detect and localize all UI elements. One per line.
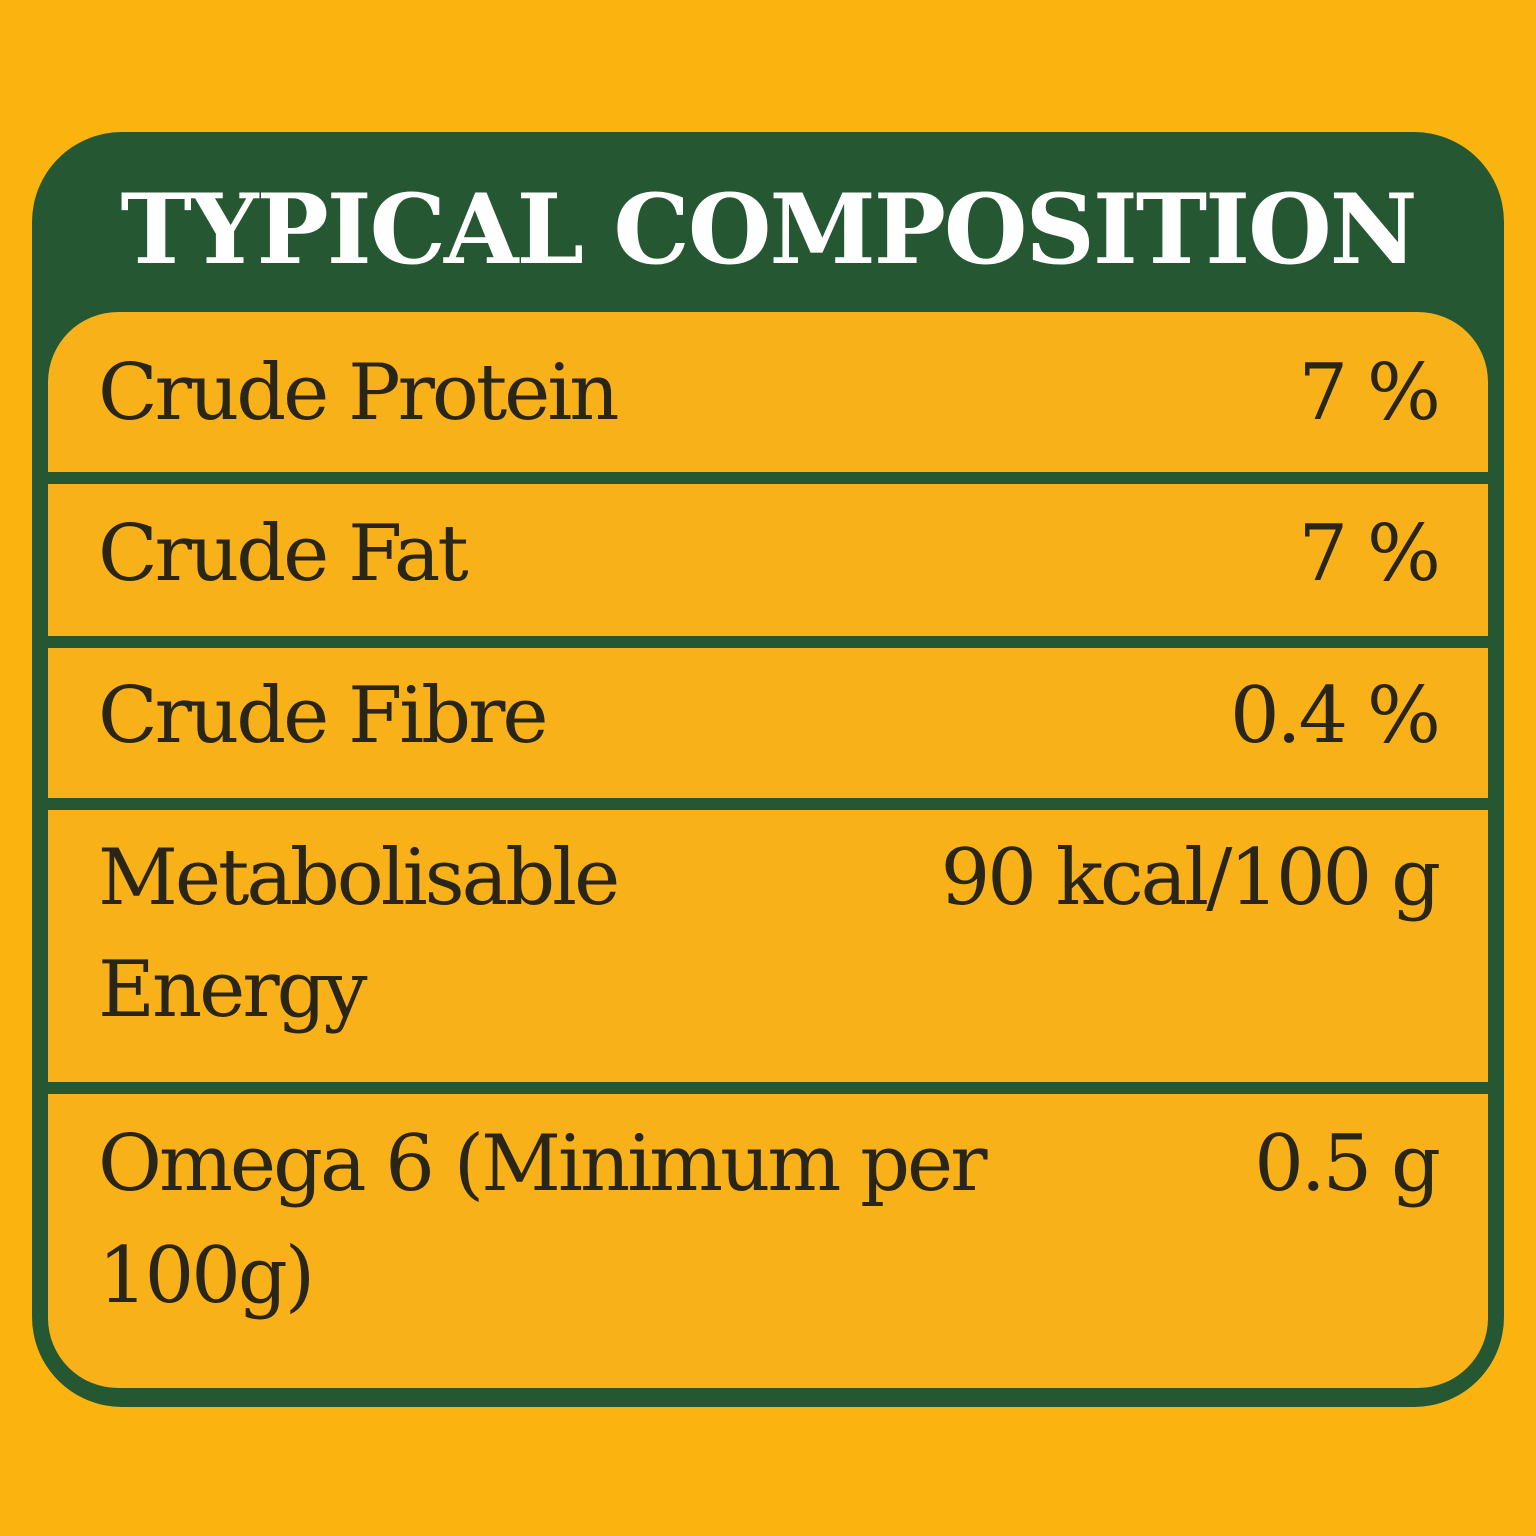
row: Metabolisable Energy 90 kcal/100 g — [48, 810, 1488, 1082]
nutrient-value: 7 % — [1298, 348, 1441, 438]
row: Crude Fat 7 % — [48, 484, 1488, 636]
row-separator — [48, 636, 1488, 648]
nutrient-value: 7 % — [1298, 509, 1441, 599]
nutrient-label: Crude Protein — [98, 348, 620, 438]
title: TYPICAL COMPOSITION — [120, 173, 1418, 286]
row-separator — [48, 798, 1488, 810]
nutrient-value: 0.5 g — [1254, 1119, 1441, 1209]
nutrient-label: Crude Fibre — [98, 671, 549, 761]
row-separator — [48, 472, 1488, 484]
row: Crude Fibre 0.4 % — [48, 648, 1488, 798]
nutrient-label: Omega 6 (Minimum per 100g) — [98, 1119, 987, 1321]
composition-table: Crude Protein 7 % Crude Fat 7 % Crude Fi… — [48, 312, 1488, 1388]
composition-panel: TYPICAL COMPOSITION Crude Protein 7 % Cr… — [32, 132, 1504, 1407]
nutrient-value: 0.4 % — [1230, 671, 1441, 761]
row-separator — [48, 1082, 1488, 1094]
row: Omega 6 (Minimum per 100g) 0.5 g — [48, 1094, 1488, 1388]
nutrient-label: Metabolisable Energy — [98, 833, 620, 1035]
row: Crude Protein 7 % — [48, 312, 1488, 472]
nutrient-label: Crude Fat — [98, 509, 469, 599]
nutrient-value: 90 kcal/100 g — [940, 833, 1441, 923]
